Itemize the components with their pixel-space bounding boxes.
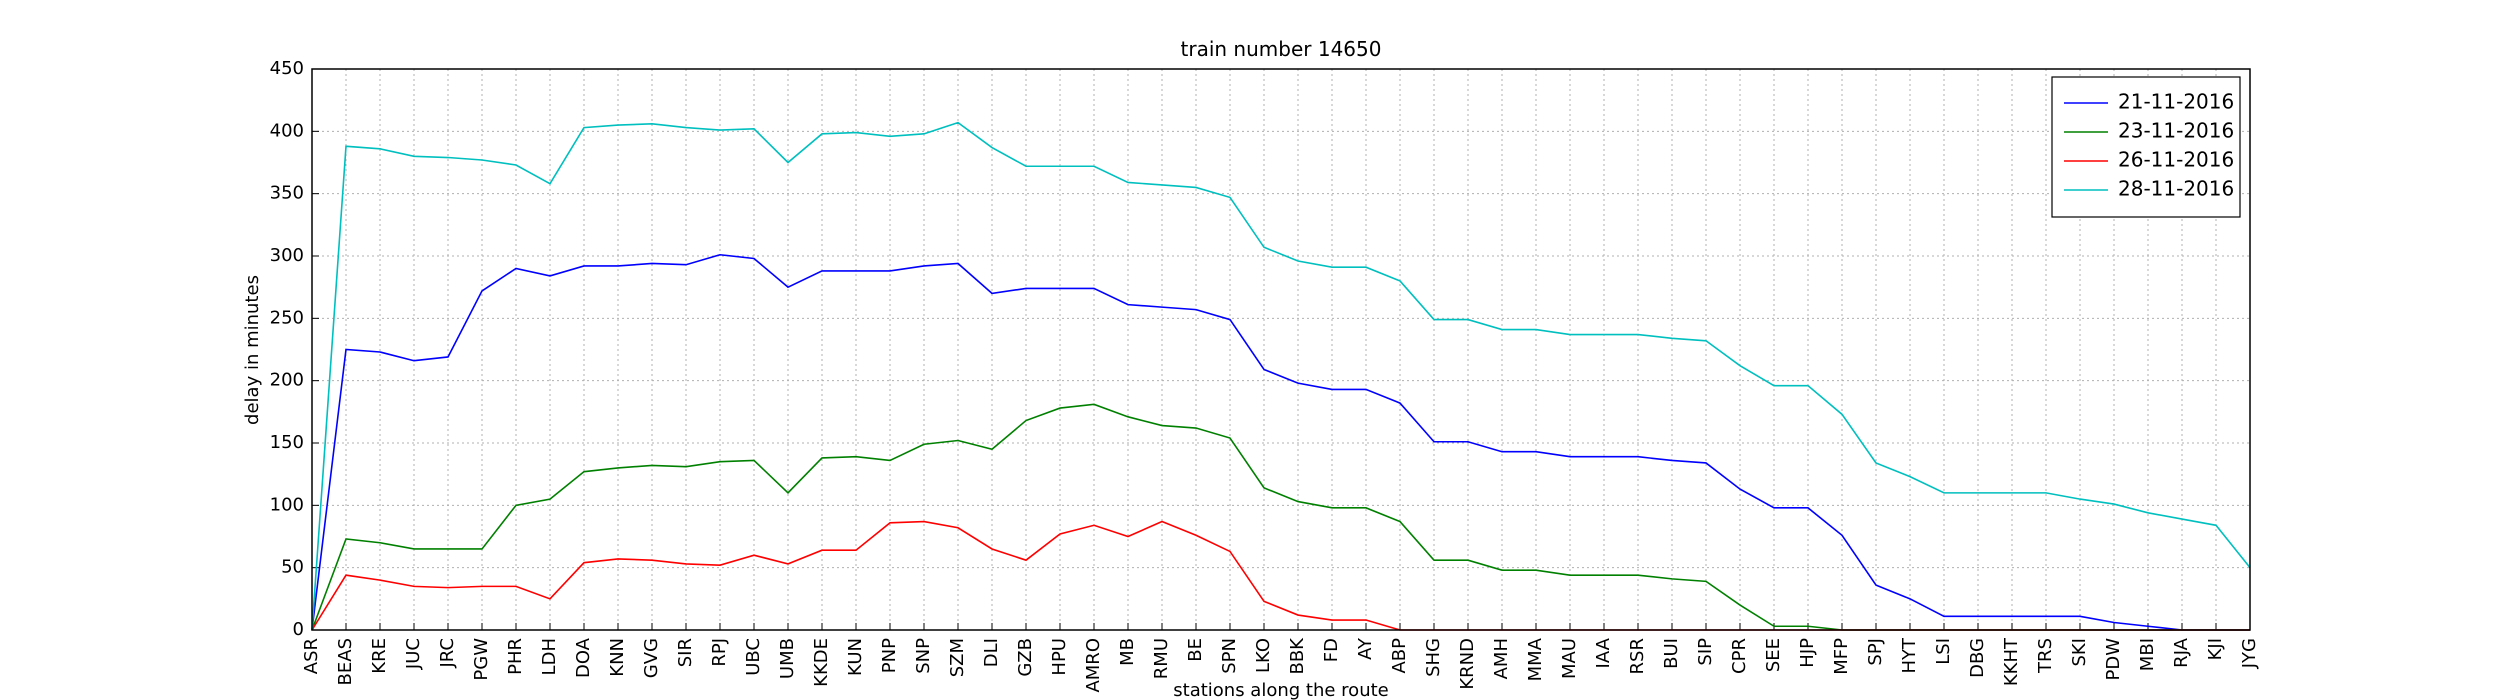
x-tick-label: SIR (675, 638, 696, 667)
y-axis-label: delay in minutes (242, 275, 263, 425)
x-tick-label: RMU (1151, 638, 1172, 679)
chart-title: train number 14650 (1181, 37, 1382, 61)
x-tick-label: TRS (2035, 638, 2056, 674)
x-tick-label: KKDE (811, 638, 832, 687)
y-tick-label: 450 (270, 58, 304, 79)
y-tick-label: 50 (281, 557, 304, 578)
x-tick-label: SHG (1423, 638, 1444, 677)
x-tick-label: PDW (2103, 638, 2124, 681)
legend-label: 26-11-2016 (2118, 148, 2234, 172)
x-tick-label: LKO (1253, 638, 1274, 673)
x-tick-label: BE (1185, 638, 1206, 662)
x-tick-label: JYG (2239, 638, 2260, 669)
x-tick-label: AY (1355, 637, 1376, 660)
x-tick-label: CPR (1729, 638, 1750, 674)
plot-frame (311, 68, 2251, 631)
x-tick-label: RJA (2171, 637, 2192, 667)
x-tick-label: KNN (607, 638, 628, 677)
y-tick-label: 300 (270, 245, 304, 266)
x-tick-label: MMA (1525, 637, 1546, 681)
x-tick-label: PHR (505, 638, 526, 675)
x-tick-label: GVG (641, 638, 662, 678)
x-tick-label: HJP (1797, 638, 1818, 668)
x-tick-label: LDH (539, 638, 560, 675)
x-tick-label: SPN (1219, 638, 1240, 674)
x-tick-label: IAA (1593, 637, 1614, 668)
y-tick-label: 100 (270, 494, 304, 515)
x-tick-label: PNP (879, 638, 900, 673)
x-tick-label: RPJ (709, 638, 730, 667)
x-tick-label: SPJ (1865, 638, 1886, 666)
x-tick-label: UMB (777, 638, 798, 679)
x-tick-label: BEAS (335, 638, 356, 685)
x-tick-label: SIP (1695, 638, 1716, 666)
x-tick-label: DBG (1967, 638, 1988, 678)
y-tick-label: 200 (270, 370, 304, 391)
legend-box (2051, 76, 2241, 218)
legend-label: 23-11-2016 (2118, 119, 2234, 143)
line-series (311, 520, 2250, 631)
x-tick-label: RSR (1627, 638, 1648, 674)
x-tick-label: KUN (845, 638, 866, 676)
x-tick-label: KRE (369, 638, 390, 674)
x-tick-label: HPU (1049, 638, 1070, 676)
x-tick-label: AMRO (1083, 638, 1104, 693)
x-tick-label: MFP (1831, 638, 1852, 675)
y-tick-label: 400 (270, 120, 304, 141)
x-tick-label: SKI (2069, 638, 2090, 667)
x-tick-label: UBC (743, 638, 764, 676)
y-tick-label: 350 (270, 183, 304, 204)
line-series (311, 253, 2250, 631)
x-tick-label: AMH (1491, 638, 1512, 679)
x-tick-label: DLI (981, 638, 1002, 667)
x-tick-label: MAU (1559, 638, 1580, 679)
x-tick-label: HYT (1899, 637, 1920, 674)
x-axis-label: stations along the route (1173, 680, 1388, 700)
x-tick-label: GZB (1015, 638, 1036, 677)
line-series (311, 121, 2251, 631)
line-series (311, 403, 2250, 631)
y-tick-label: 0 (293, 619, 304, 640)
x-tick-label: ASR (301, 638, 322, 674)
x-tick-label: BBK (1287, 637, 1308, 675)
x-tick-label: KRND (1457, 638, 1478, 690)
x-tick-label: MBI (2137, 638, 2158, 671)
x-tick-label: PGW (471, 638, 492, 681)
x-tick-label: SEE (1763, 638, 1784, 672)
x-tick-label: DOA (573, 637, 594, 678)
x-tick-label: FD (1321, 638, 1342, 662)
x-tick-label: MB (1117, 638, 1138, 666)
x-tick-label: KKHT (2001, 637, 2022, 686)
y-tick-label: 150 (270, 432, 304, 453)
y-tick-label: 250 (270, 307, 304, 328)
x-tick-label: ABP (1389, 638, 1410, 674)
legend-label: 21-11-2016 (2118, 90, 2234, 114)
legend: 21-11-2016 23-11-2016 26-11-2016 28-11-2016 (2051, 76, 2241, 218)
legend-label: 28-11-2016 (2118, 177, 2234, 201)
x-tick-label: LSI (1933, 638, 1954, 665)
x-tick-label: SZM (947, 638, 968, 677)
x-tick-label: JUC (403, 638, 424, 670)
x-tick-label: SNP (913, 638, 934, 674)
x-tick-label: BUI (1661, 638, 1682, 669)
x-tick-label: KJI (2205, 638, 2226, 660)
x-tick-label: JRC (437, 638, 458, 669)
